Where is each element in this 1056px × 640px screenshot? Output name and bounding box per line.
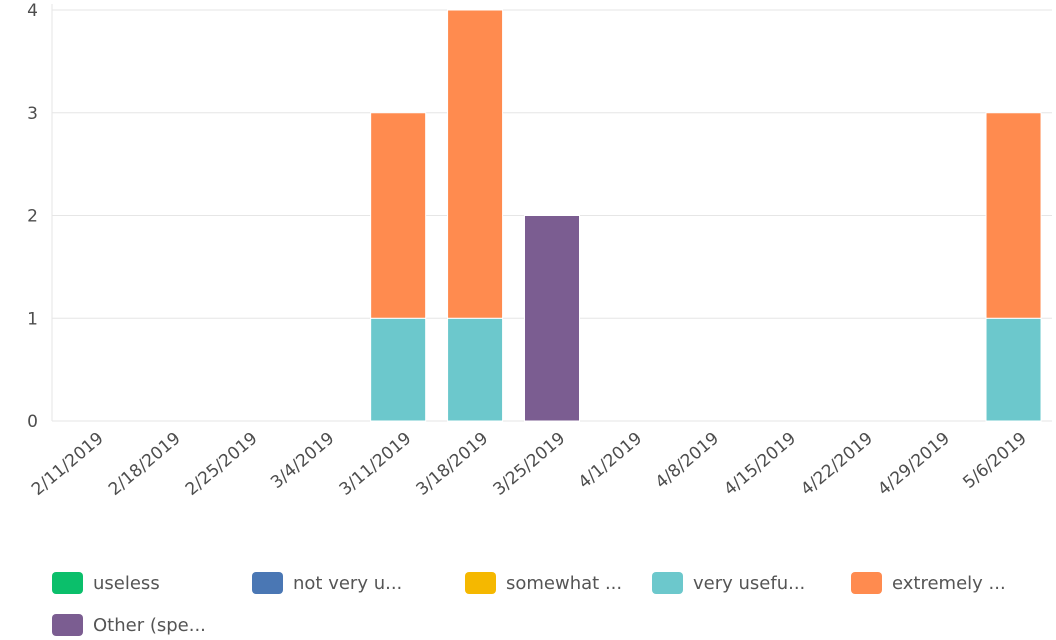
y-tick-label: 3 [27,104,38,124]
x-tick-label: 3/11/2019 [336,429,416,500]
bar-segment[interactable] [370,317,427,422]
legend-swatch [652,572,683,594]
legend-label: extremely ... [892,572,1006,594]
x-tick-label: 2/18/2019 [105,429,185,500]
bar-segment[interactable] [370,112,427,319]
x-tick-label: 2/11/2019 [28,429,108,500]
y-axis-ticks: 0 1 2 3 4 [27,1,38,432]
x-tick-label: 4/15/2019 [720,429,800,500]
y-tick-label: 1 [27,309,38,329]
x-tick-label: 3/4/2019 [267,429,338,493]
legend-item[interactable]: not very u... [252,568,402,598]
legend-swatch [52,614,83,636]
y-tick-label: 2 [27,207,38,227]
legend-item[interactable]: Other (spe... [52,610,206,640]
y-tick-label: 4 [27,1,38,21]
legend-item[interactable]: useless [52,568,160,598]
x-tick-label: 3/18/2019 [413,429,493,500]
legend-item[interactable]: somewhat ... [465,568,622,598]
legend-swatch [851,572,882,594]
y-tick-label: 0 [27,412,38,432]
bar-segment[interactable] [985,317,1042,422]
legend-label: very usefu... [693,572,806,594]
x-tick-label: 3/25/2019 [490,429,570,500]
x-tick-label: 2/25/2019 [182,429,262,500]
bar-segment[interactable] [524,215,580,422]
bars [370,9,1042,422]
x-tick-label: 5/6/2019 [959,429,1030,493]
legend-swatch [465,572,496,594]
bar-segment[interactable] [447,317,504,422]
x-tick-label: 4/29/2019 [874,429,954,500]
legend-swatch [252,572,283,594]
legend-label: useless [93,572,160,594]
legend-item[interactable]: very usefu... [652,568,805,598]
x-tick-label: 4/8/2019 [652,429,723,493]
bar-segment[interactable] [985,112,1042,319]
legend-swatch [52,572,83,594]
x-tick-label: 4/1/2019 [575,429,646,493]
bar-segment[interactable] [447,9,504,319]
legend-item[interactable]: extremely ... [851,568,1006,598]
legend-label: not very u... [293,572,403,594]
legend-label: Other (spe... [93,614,206,636]
x-tick-label: 4/22/2019 [797,429,877,500]
legend-label: somewhat ... [506,572,623,594]
